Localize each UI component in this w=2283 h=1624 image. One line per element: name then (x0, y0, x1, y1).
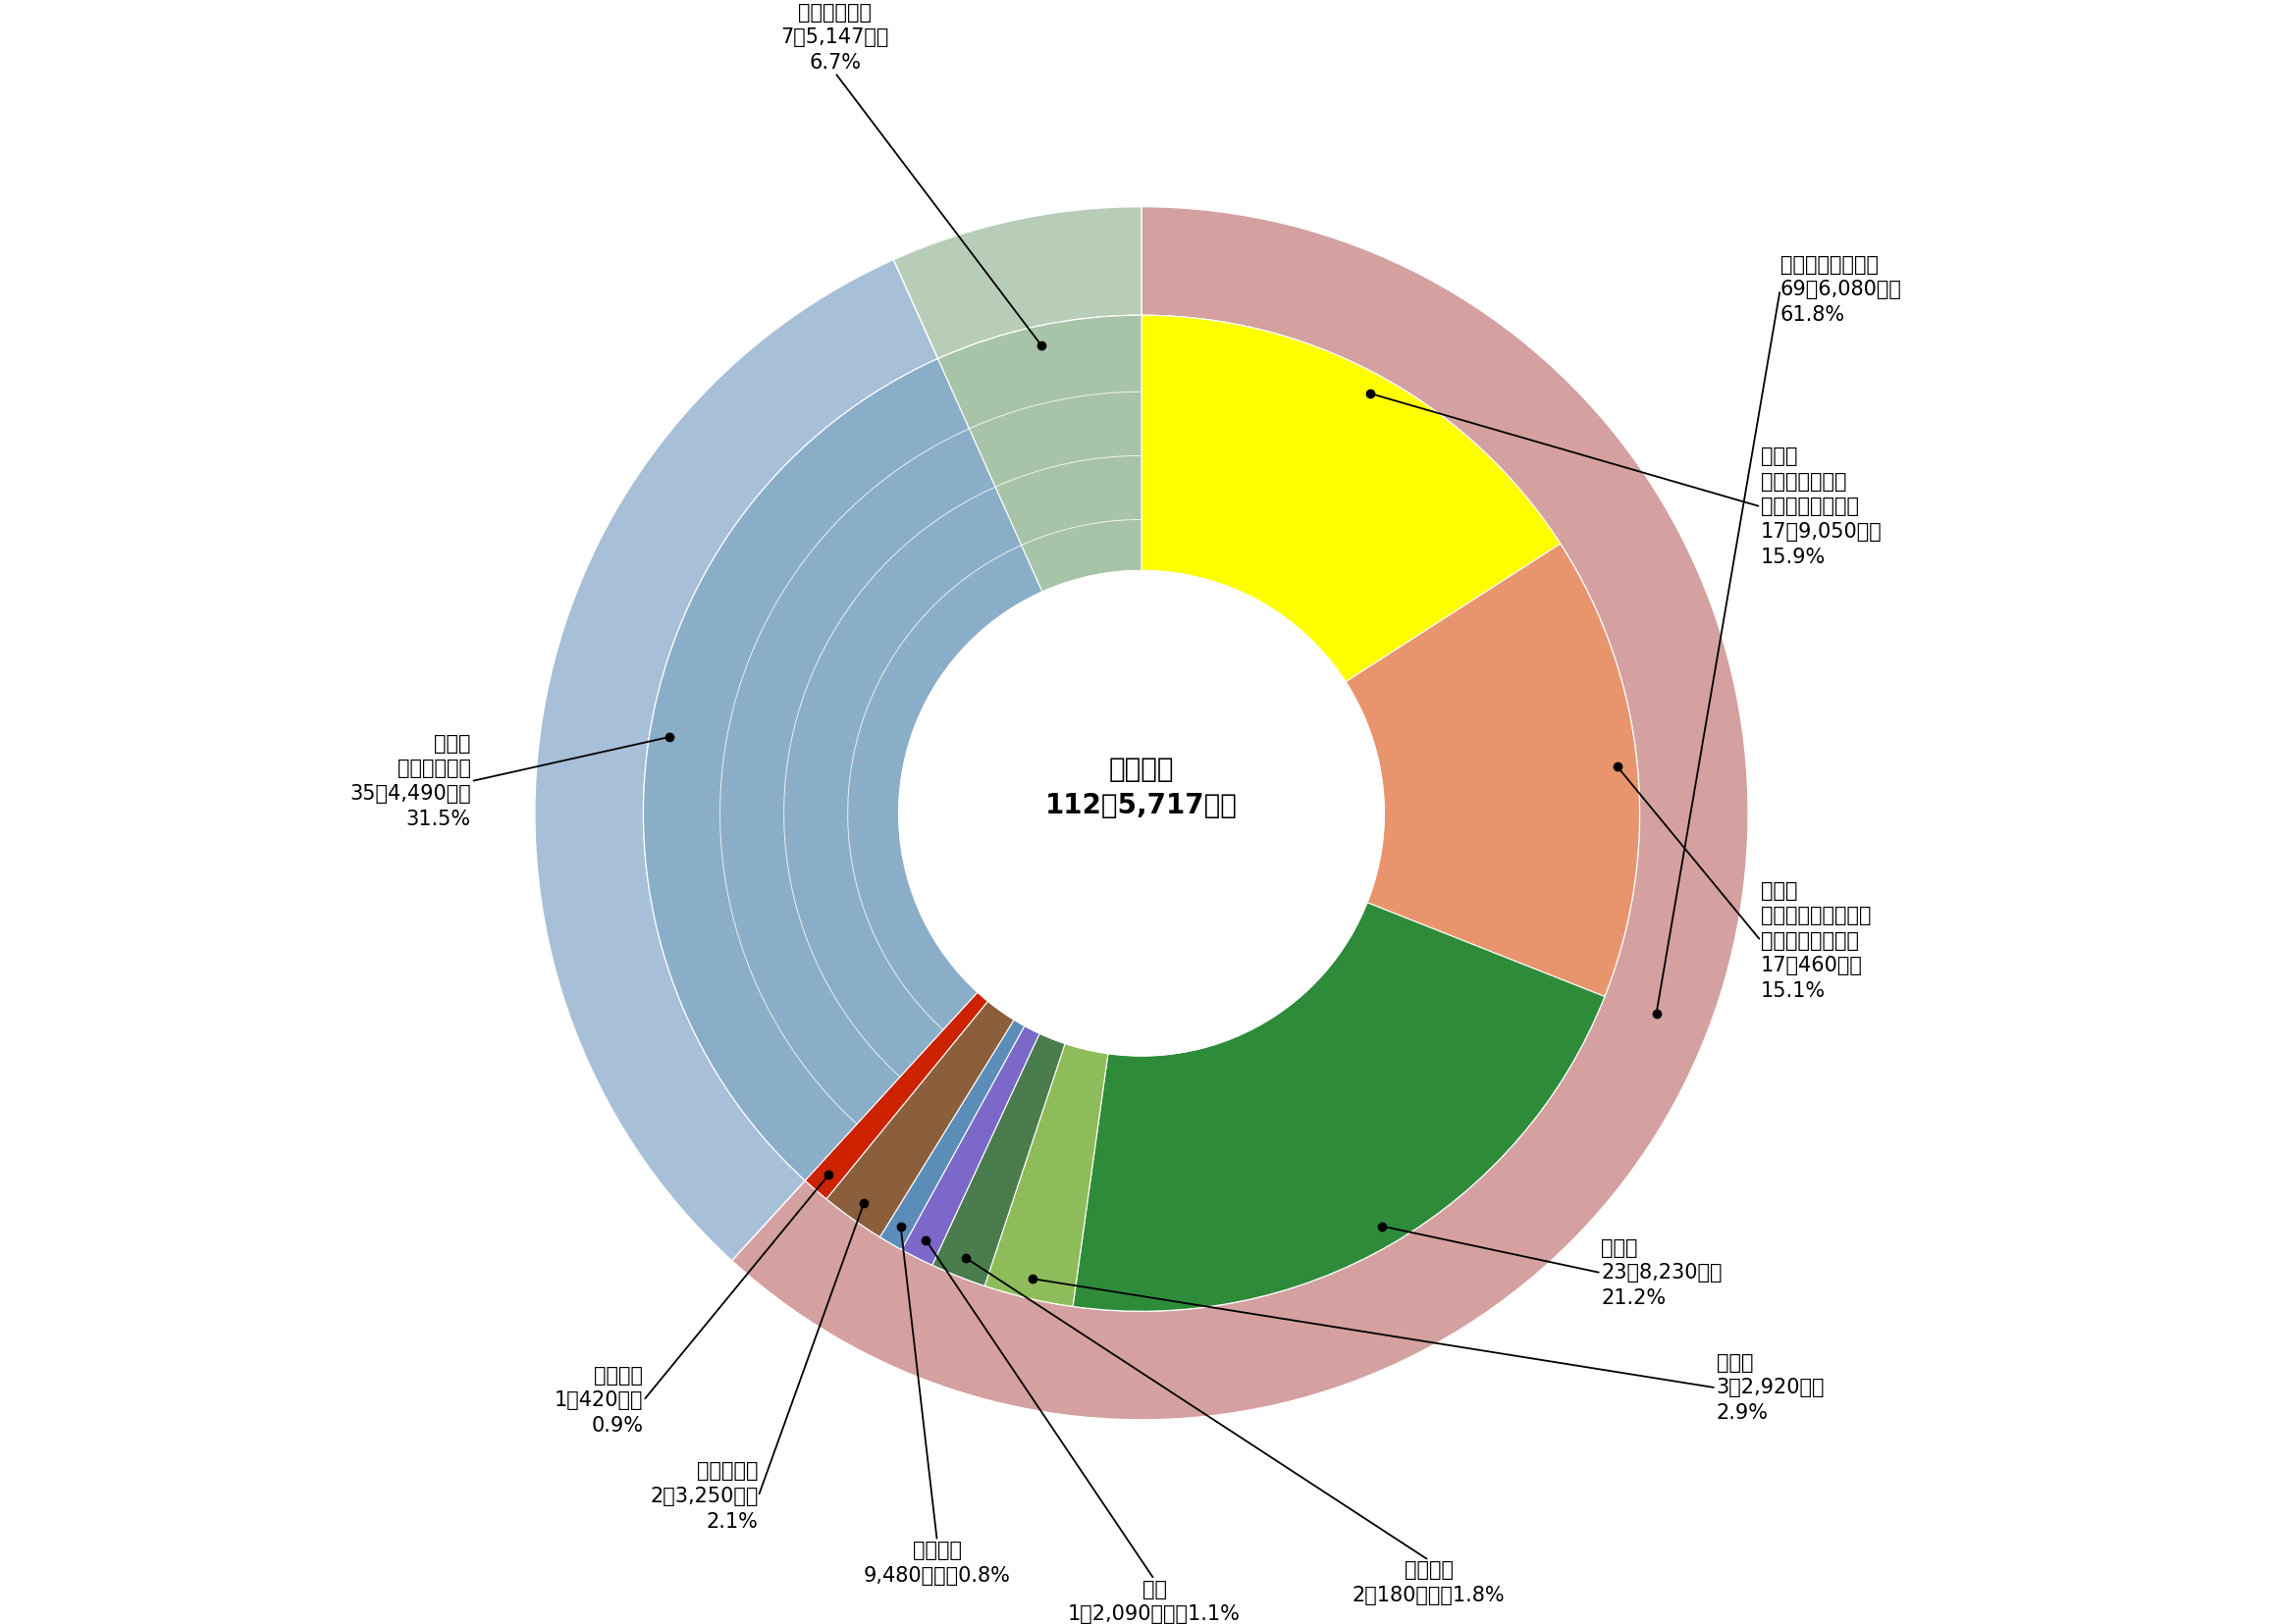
Text: 消費税
23兆8,230億円
21.2%: 消費税 23兆8,230億円 21.2% (1600, 1237, 1724, 1307)
Text: その他の収入
7兆5,147億円
6.7%: その他の収入 7兆5,147億円 6.7% (781, 3, 888, 73)
Wedge shape (534, 260, 938, 1260)
Text: 揮発油税
2兆180億円　1.8%: 揮発油税 2兆180億円 1.8% (1352, 1561, 1504, 1605)
Wedge shape (806, 992, 989, 1199)
Text: たばこ税
9,480億円　0.8%: たばこ税 9,480億円 0.8% (863, 1541, 1011, 1585)
Wedge shape (938, 315, 1142, 591)
Text: 歳入総額
112兆5,717億円: 歳入総額 112兆5,717億円 (1046, 755, 1237, 820)
Text: 所得税
（個人の所得に
対してかかる税）
17兆9,050億円
15.9%: 所得税 （個人の所得に 対してかかる税） 17兆9,050億円 15.9% (1760, 447, 1883, 567)
Text: 印紙収入
1兆420億円
0.9%: 印紙収入 1兆420億円 0.9% (555, 1366, 644, 1436)
Text: 公債金
（国の借金）
35兆4,490億円
31.5%: 公債金 （国の借金） 35兆4,490億円 31.5% (349, 734, 470, 828)
Wedge shape (902, 1026, 1039, 1265)
Text: 酒税
1兆2,090億円　1.1%: 酒税 1兆2,090億円 1.1% (1068, 1580, 1240, 1624)
Wedge shape (931, 1033, 1066, 1286)
Wedge shape (733, 206, 1749, 1419)
Text: 法人税
（会社などの所得に
対してかかる税）
17兆460億円
15.1%: 法人税 （会社などの所得に 対してかかる税） 17兆460億円 15.1% (1760, 880, 1872, 1000)
Wedge shape (879, 1020, 1025, 1249)
Text: 租税及び印紙収入
69兆6,080億円
61.8%: 租税及び印紙収入 69兆6,080億円 61.8% (1781, 255, 1902, 325)
Wedge shape (1142, 315, 1559, 682)
Wedge shape (826, 1000, 1014, 1237)
Wedge shape (1345, 544, 1639, 997)
Wedge shape (1073, 903, 1605, 1311)
Text: 相続税
3兆2,920億円
2.9%: 相続税 3兆2,920億円 2.9% (1717, 1353, 1824, 1423)
Wedge shape (893, 206, 1142, 359)
Circle shape (900, 570, 1383, 1056)
Wedge shape (984, 1044, 1107, 1306)
Text: その他の税
2兆3,250億円
2.1%: その他の税 2兆3,250億円 2.1% (651, 1462, 758, 1531)
Wedge shape (644, 359, 1043, 1181)
